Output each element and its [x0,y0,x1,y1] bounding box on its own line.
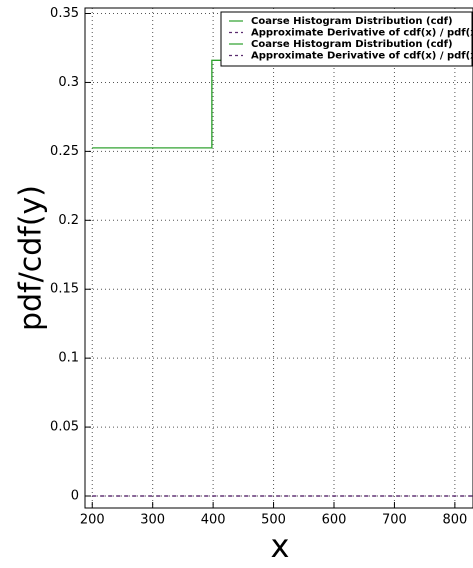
y-tick-label: 0.1 [58,351,79,366]
legend-label: Coarse Histogram Distribution (cdf) [251,39,453,50]
plot-frame [84,7,473,509]
y-tick-label: 0.25 [50,144,79,159]
legend-label: Approximate Derivative of cdf(x) / pdf(x… [251,51,473,62]
y-tick-label: 0.35 [50,6,79,21]
y-tick-label: 0 [71,489,79,504]
line-series [92,59,473,149]
legend-label: Approximate Derivative of cdf(x) / pdf(x… [251,28,473,39]
legend-box [220,11,473,67]
x-tick-label: 600 [322,513,347,528]
x-tick-label: 500 [261,513,286,528]
x-tick-label: 300 [140,513,165,528]
x-tick-label: 700 [382,513,407,528]
y-tick-label: 0.3 [58,75,79,90]
y-tick-label: 0.05 [50,420,79,435]
y-tick-label: 0.2 [58,213,79,228]
x-tick-label: 400 [201,513,226,528]
x-tick-label: 800 [442,513,467,528]
y-axis-label: pdf/cdf(y) [14,185,49,331]
legend-label: Coarse Histogram Distribution (cdf) [251,16,453,27]
x-tick-label: 200 [80,513,105,528]
y-tick-label: 0.15 [50,282,79,297]
legend: Coarse Histogram Distribution (cdf)Appro… [220,11,473,67]
x-axis-label: x [271,527,290,565]
line-series [92,59,473,149]
